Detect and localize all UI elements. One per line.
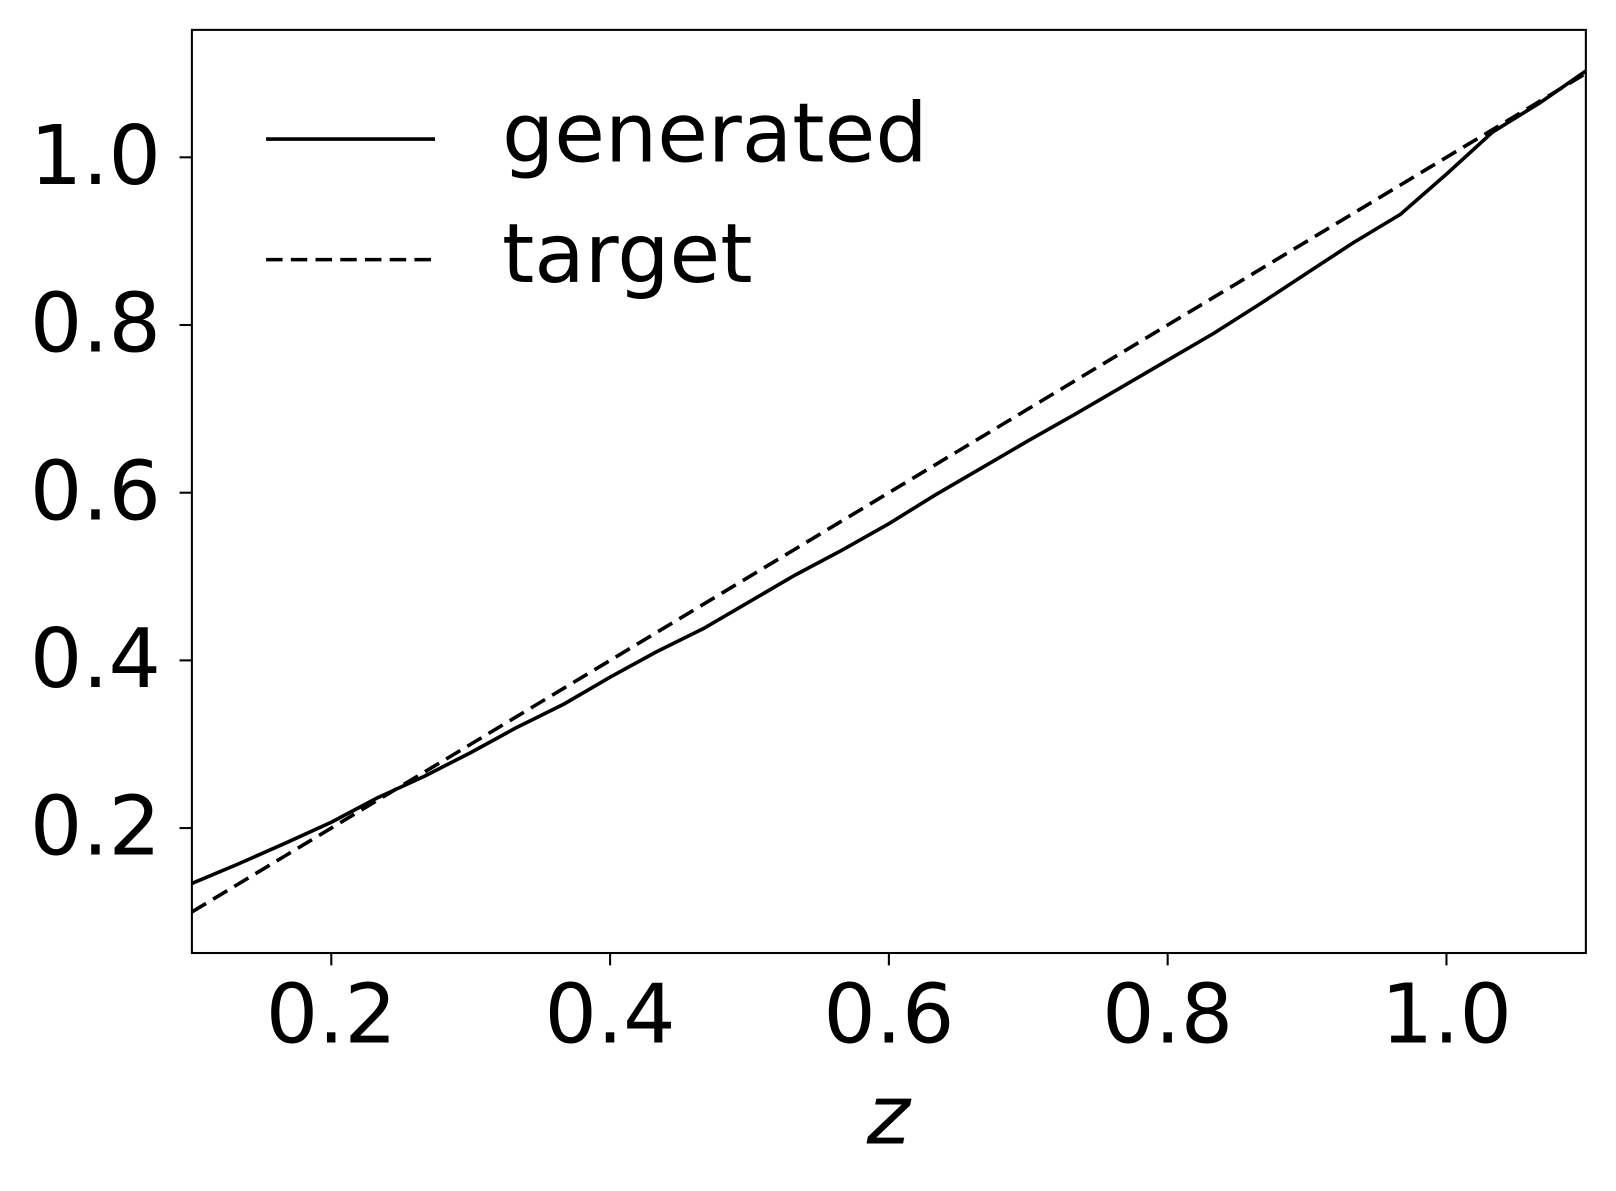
plot-frame [190,28,1587,955]
x-tick-label: 0.2 [266,966,397,1062]
y-tick-label: 0.4 [30,611,161,707]
legend-label: generated [502,86,928,182]
y-tick-label: 0.6 [30,443,161,539]
x-tick-label: 0.8 [1102,966,1233,1062]
legend-label: target [502,206,753,302]
y-tick-label: 0.2 [30,779,161,875]
series-line [191,69,1587,886]
x-tick-label: 1.0 [1381,966,1512,1062]
y-tick-label: 1.0 [30,108,161,204]
x-axis-label: z [866,1067,912,1163]
y-tick-label: 0.8 [30,276,161,372]
x-tick-label: 0.4 [545,966,676,1062]
x-tick-label: 0.6 [823,966,954,1062]
